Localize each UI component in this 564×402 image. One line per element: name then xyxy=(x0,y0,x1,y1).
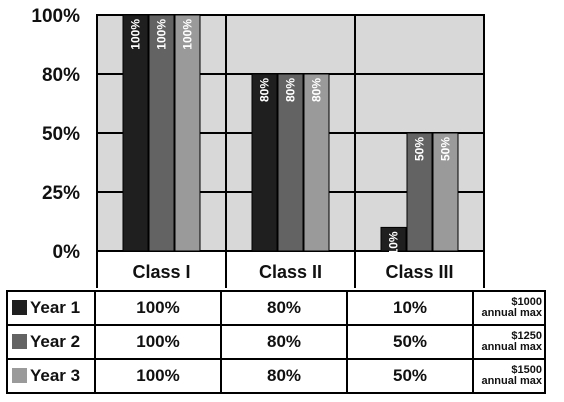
category-label: Class I xyxy=(132,262,190,282)
table-cell: 10% xyxy=(346,290,474,326)
bar-data-label: 100% xyxy=(155,19,169,50)
legend-swatch xyxy=(12,300,27,315)
bar xyxy=(303,73,330,252)
data-table: Year 1 100% 80% 10% $1000 annual max Year 2 100… xyxy=(6,290,546,394)
bar-data-label: 50% xyxy=(413,137,427,161)
bar xyxy=(122,14,149,252)
bar-data-label: 100% xyxy=(181,19,195,50)
table-cell: 80% xyxy=(220,358,348,394)
legend-label: Year 2 xyxy=(30,332,81,351)
legend-label: Year 3 xyxy=(30,366,81,385)
table-cell: 100% xyxy=(94,324,222,360)
note-line: $1500 xyxy=(511,364,542,376)
legend-entry: Year 2 xyxy=(6,324,96,360)
note-line: annual max xyxy=(481,307,542,319)
table-cell: 50% xyxy=(346,324,474,360)
legend-swatch xyxy=(12,368,27,383)
table-cell: 100% xyxy=(94,358,222,394)
bar xyxy=(380,226,407,252)
annual-max-note: $1250 annual max xyxy=(472,324,546,360)
bar xyxy=(251,73,278,252)
bar-data-label: 80% xyxy=(284,78,298,102)
y-tick-label: 25% xyxy=(42,183,80,204)
table-cell: 100% xyxy=(94,290,222,326)
bar xyxy=(406,132,433,252)
y-tick-label: 0% xyxy=(53,242,81,263)
table-cell: 50% xyxy=(346,358,474,394)
bar xyxy=(148,14,175,252)
table-row: Year 1 100% 80% 10% $1000 annual max xyxy=(6,290,546,326)
annual-max-note: $1000 annual max xyxy=(472,290,546,326)
table-cell: 80% xyxy=(220,324,348,360)
bar-data-label: 100% xyxy=(129,19,143,50)
legend-swatch xyxy=(12,334,27,349)
note-line: $1000 xyxy=(511,296,542,308)
y-tick-label: 50% xyxy=(42,124,80,145)
annual-max-note: $1500 annual max xyxy=(472,358,546,394)
table-row: Year 3 100% 80% 50% $1500 annual max xyxy=(6,358,546,394)
y-tick-label: 100% xyxy=(31,6,80,27)
bar xyxy=(174,14,201,252)
category-label: Class III xyxy=(385,262,453,282)
y-tick-label: 80% xyxy=(42,65,80,86)
bar-data-label: 80% xyxy=(310,78,324,102)
bar-data-label: 80% xyxy=(258,78,272,102)
legend-entry: Year 1 xyxy=(6,290,96,326)
bar xyxy=(277,73,304,252)
category-label: Class II xyxy=(259,262,322,282)
bar-data-label: 10% xyxy=(387,231,401,255)
note-line: annual max xyxy=(481,341,542,353)
bar xyxy=(432,132,459,252)
legend-label: Year 1 xyxy=(30,298,81,317)
table-cell: 80% xyxy=(220,290,348,326)
note-line: $1250 xyxy=(511,330,542,342)
table-row: Year 2 100% 80% 50% $1250 annual max xyxy=(6,324,546,360)
legend-entry: Year 3 xyxy=(6,358,96,394)
bar-data-label: 50% xyxy=(439,137,453,161)
note-line: annual max xyxy=(481,375,542,387)
